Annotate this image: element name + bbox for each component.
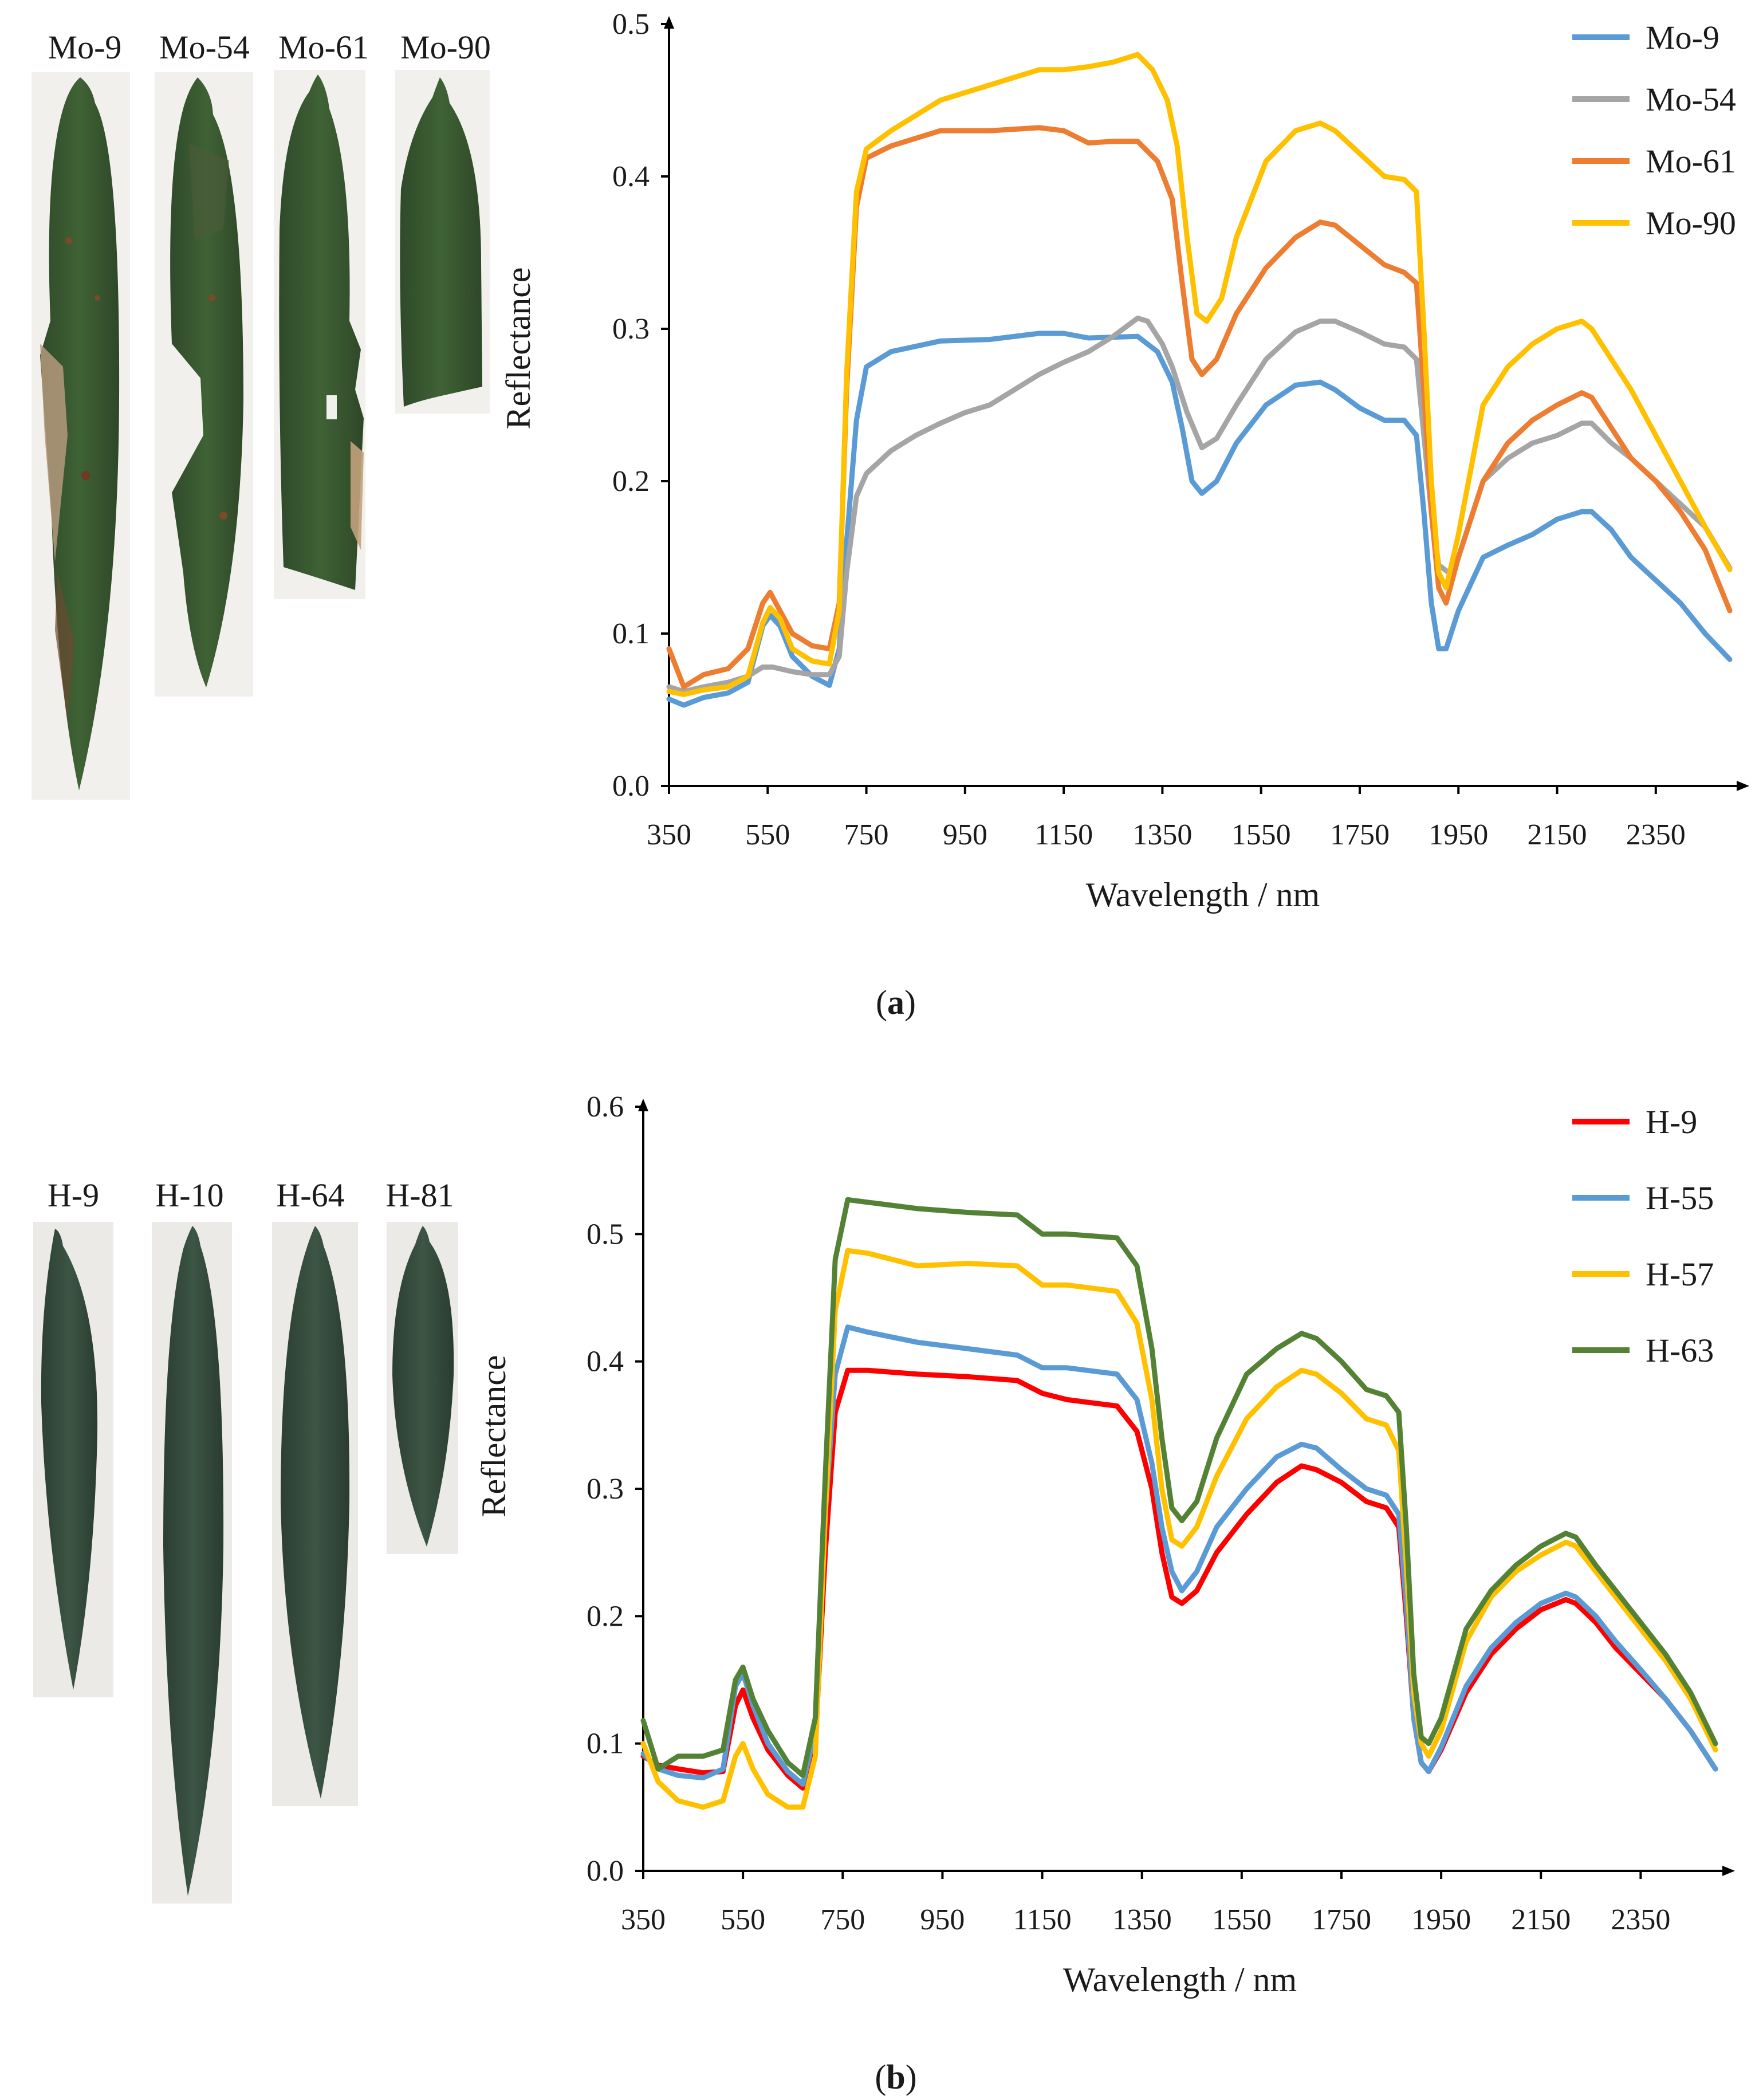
x-axis-arrow — [1737, 781, 1749, 791]
x-tick-label: 550 — [721, 1904, 765, 1936]
leaf-photo-h-81 — [387, 1222, 458, 1554]
series-line-h-63 — [640, 1197, 1718, 1778]
y-tick-label: 0.4 — [612, 160, 650, 193]
y-tick-label: 0.0 — [587, 1855, 624, 1887]
series-line-mo-61 — [666, 125, 1733, 690]
series-line-h-57 — [640, 1248, 1718, 1810]
legend: Mo-9 Mo-54 Mo-61 Mo-90 — [1572, 19, 1736, 242]
y-tick-label: 0.5 — [612, 8, 650, 41]
legend-label-h-63: H-63 — [1646, 1332, 1714, 1369]
legend-label-mo-54: Mo-54 — [1646, 81, 1736, 118]
x-axis-title: Wavelength / nm — [1086, 876, 1320, 914]
leaf-photo-h-9 — [33, 1222, 113, 1697]
reflectance-chart-a: 0.0 0.1 0.2 0.3 0.4 0.5 350 550 750 950 1150 1350 15… — [499, 8, 1749, 914]
leaf-label: H-64 — [276, 1177, 344, 1214]
x-tick-label: 950 — [920, 1904, 965, 1936]
series-line-h-55 — [640, 1324, 1718, 1787]
x-tick-label: 1550 — [1212, 1904, 1272, 1936]
leaf-label: Mo-54 — [159, 29, 250, 66]
y-tick-label: 0.1 — [587, 1728, 624, 1760]
leaf-label: Mo-9 — [48, 29, 122, 66]
x-tick-label: 2350 — [1626, 819, 1686, 851]
leaf-photo-mo-54 — [155, 72, 253, 697]
leaf-photo-mo-61 — [274, 70, 365, 599]
legend-label-h-57: H-57 — [1646, 1256, 1714, 1293]
y-tick-label: 0.2 — [587, 1600, 624, 1633]
x-tick-label: 1950 — [1411, 1904, 1471, 1936]
legend-label-h-55: H-55 — [1646, 1179, 1714, 1217]
series-line-mo-54 — [666, 315, 1733, 694]
legend-label-h-9: H-9 — [1646, 1103, 1697, 1141]
x-tick-label: 1150 — [1034, 819, 1093, 851]
panel-caption-a: (a) — [876, 984, 916, 1021]
reflectance-chart-b: 0.0 0.1 0.2 0.3 0.4 0.5 0.6 350 550 750 950 1150 135… — [475, 1091, 1735, 1999]
x-tick-label: 350 — [621, 1904, 666, 1936]
leaf-label: Mo-61 — [278, 29, 369, 66]
leaf-photo-mo-90 — [395, 70, 490, 414]
x-tick-label: 2150 — [1528, 819, 1587, 851]
y-axis-arrow — [638, 1099, 648, 1111]
x-tick-label: 1350 — [1132, 819, 1192, 851]
y-tick-label: 0.4 — [587, 1346, 624, 1378]
x-axis-arrow — [1722, 1866, 1735, 1876]
series-line-mo-90 — [666, 52, 1733, 697]
y-tick-label: 0.3 — [612, 313, 650, 345]
leaf-photo-h-64 — [272, 1222, 358, 1806]
x-tick-label: 1550 — [1231, 819, 1291, 851]
panel-b: H-9 H-10 H-64 H-81 0.0 0.1 0.2 0.3 0.4 0.5 0.6… — [33, 1091, 1735, 2096]
y-tick-label: 0.6 — [587, 1091, 624, 1123]
series-line-h-9 — [640, 1367, 1718, 1791]
leaf-label: H-81 — [385, 1177, 454, 1214]
legend: H-9 H-55 H-57 H-63 — [1572, 1103, 1714, 1369]
legend-label-mo-90: Mo-90 — [1646, 205, 1736, 242]
panel-a: Mo-9 Mo-54 Mo-61 Mo-90 — [32, 8, 1749, 1021]
y-tick-label: 0.5 — [587, 1218, 624, 1250]
y-tick-label: 0.0 — [612, 770, 650, 803]
panel-caption-b: (b) — [875, 2058, 916, 2096]
leaf-photo-h-10 — [152, 1222, 232, 1904]
x-tick-label: 2150 — [1511, 1904, 1571, 1936]
x-tick-label: 1150 — [1013, 1904, 1072, 1936]
legend-label-mo-9: Mo-9 — [1646, 19, 1719, 56]
x-tick-label: 1950 — [1429, 819, 1488, 851]
leaf-label: Mo-90 — [400, 29, 491, 66]
x-tick-label: 750 — [820, 1904, 865, 1936]
x-tick-label: 1750 — [1312, 1904, 1371, 1936]
x-tick-label: 2350 — [1611, 1904, 1670, 1936]
x-tick-label: 950 — [943, 819, 987, 851]
x-axis-title: Wavelength / nm — [1063, 1961, 1297, 1999]
x-tick-label: 550 — [745, 819, 790, 851]
leaf-label: H-10 — [155, 1177, 223, 1214]
x-tick-label: 1750 — [1330, 819, 1390, 851]
leaf-label: H-9 — [48, 1177, 99, 1214]
x-tick-label: 750 — [844, 819, 889, 851]
y-axis-arrow — [664, 16, 674, 29]
y-tick-label: 0.3 — [587, 1473, 624, 1505]
leaf-photo-mo-9 — [32, 72, 130, 800]
y-axis-title: Reflectance — [499, 267, 537, 429]
y-axis-title: Reflectance — [475, 1355, 513, 1517]
x-tick-label: 1350 — [1112, 1904, 1172, 1936]
y-tick-label: 0.2 — [612, 465, 650, 498]
x-tick-label: 350 — [647, 819, 691, 851]
y-tick-label: 0.1 — [612, 618, 650, 650]
legend-label-mo-61: Mo-61 — [1646, 143, 1736, 180]
